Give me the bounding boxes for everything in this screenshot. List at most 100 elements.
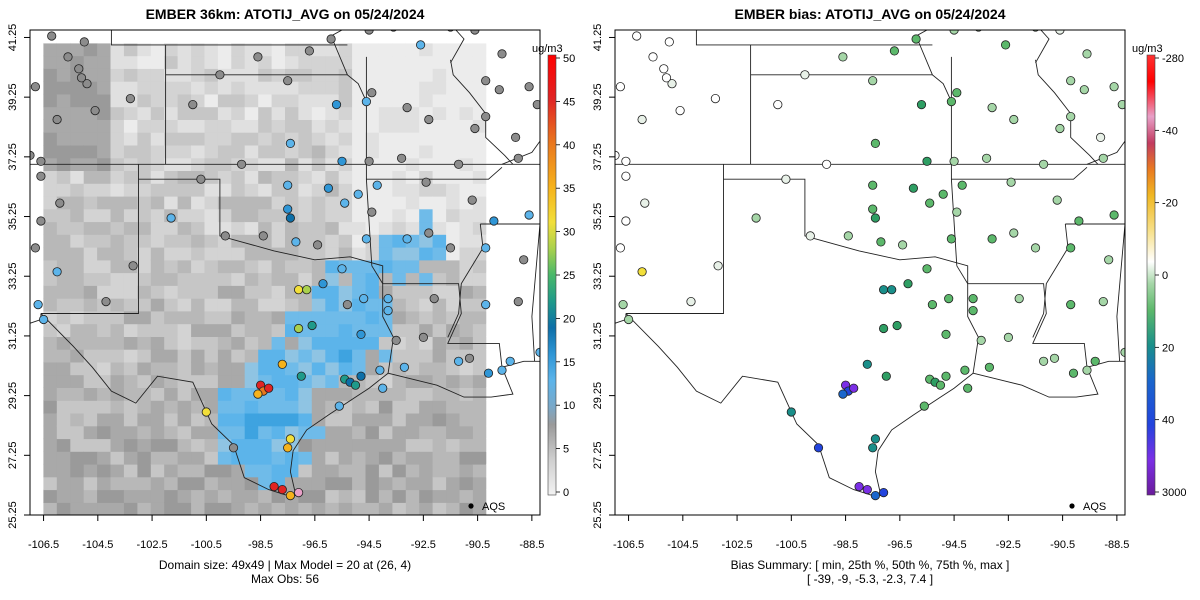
raster-cell <box>191 30 206 44</box>
raster-cell <box>43 81 58 95</box>
raster-cell <box>405 132 420 146</box>
station-marker <box>331 100 342 110</box>
raster-cell <box>352 451 367 465</box>
raster-cell <box>472 502 487 515</box>
raster-cell <box>244 208 259 223</box>
y-tick-label: 39.25 <box>7 83 19 111</box>
raster-cell <box>83 349 98 363</box>
raster-cell <box>325 119 340 133</box>
raster-cell <box>137 221 152 235</box>
raster-cell <box>43 400 58 414</box>
raster-cell <box>486 221 501 235</box>
station-marker <box>887 285 897 295</box>
raster-cell <box>258 259 273 274</box>
raster-cell <box>352 170 367 184</box>
station-marker <box>396 153 407 163</box>
raster-cell <box>231 323 246 337</box>
raster-cell <box>150 463 165 478</box>
raster-cell <box>43 221 58 235</box>
x-tick-label: -104.5 <box>667 539 698 551</box>
station-marker <box>467 195 477 205</box>
raster-cell <box>311 387 326 401</box>
raster-cell <box>472 183 487 197</box>
raster-cell <box>164 361 179 376</box>
colorbar-tick-label: 5 <box>563 444 569 456</box>
raster-cell <box>123 42 138 57</box>
raster-cell <box>204 183 219 197</box>
station-marker <box>293 323 304 334</box>
raster-cell <box>392 476 407 491</box>
raster-cell <box>83 272 98 286</box>
raster-cell <box>231 30 246 44</box>
station-marker <box>1055 123 1065 134</box>
raster-cell <box>97 323 112 337</box>
raster-cell <box>43 476 58 491</box>
raster-cell <box>164 349 179 363</box>
raster-cell <box>244 438 259 452</box>
raster-cell <box>472 221 487 235</box>
station-marker <box>350 380 361 390</box>
raster-cell <box>513 502 528 515</box>
raster-cell <box>110 144 125 159</box>
station-marker <box>497 365 507 375</box>
raster-cell <box>271 30 286 44</box>
raster-cell <box>123 425 138 440</box>
raster-cell <box>56 463 71 478</box>
raster-cell <box>392 195 407 210</box>
raster-cell <box>419 412 434 427</box>
raster-cell <box>97 400 112 414</box>
raster-cell <box>311 412 326 427</box>
raster-cell <box>150 106 165 120</box>
raster-cell <box>486 438 501 452</box>
raster-cell <box>325 144 340 159</box>
x-tick-label: -96.5 <box>887 539 912 551</box>
raster-cell <box>311 119 326 133</box>
raster-cell <box>285 400 299 414</box>
raster-cell <box>271 349 286 363</box>
raster-cell <box>177 30 192 44</box>
raster-cell <box>83 42 98 57</box>
raster-cell <box>244 183 259 197</box>
raster-cell <box>285 106 299 120</box>
raster-cell <box>513 93 528 108</box>
raster-cell <box>352 208 367 223</box>
raster-cell <box>446 93 461 108</box>
raster-cell <box>204 451 219 465</box>
raster-cell <box>97 144 112 159</box>
station-marker <box>615 150 620 160</box>
raster-cell <box>298 208 313 223</box>
raster-cell <box>513 119 528 133</box>
raster-cell <box>298 234 313 248</box>
raster-cell <box>499 336 514 350</box>
boundary-line <box>956 265 969 284</box>
raster-cell <box>217 451 232 465</box>
raster-cell <box>191 144 206 159</box>
raster-cell <box>513 81 528 95</box>
raster-cell <box>43 55 58 69</box>
raster-cell <box>486 170 501 184</box>
raster-cell <box>164 183 179 197</box>
raster-cell <box>177 221 192 235</box>
raster-cell <box>217 144 232 159</box>
left-plot-frame <box>29 29 541 516</box>
station-marker <box>532 100 540 110</box>
raster-cell <box>526 247 540 261</box>
raster-cell <box>123 106 138 120</box>
station-marker <box>356 371 366 381</box>
raster-cell <box>432 183 447 197</box>
raster-cell <box>271 208 286 223</box>
station-marker <box>868 180 878 190</box>
station-marker <box>1066 112 1076 122</box>
station-marker <box>908 183 919 193</box>
station-marker <box>166 213 176 223</box>
station-marker <box>318 279 328 289</box>
raster-cell <box>83 310 98 325</box>
raster-cell <box>97 42 112 57</box>
left-axes: -106.5 -104.5 -102.5 -100.5 -98.5 -96.5 -94.5-… <box>7 24 544 551</box>
raster-cell <box>191 336 206 350</box>
raster-cell <box>499 55 514 69</box>
raster-cell <box>486 55 501 69</box>
station-marker <box>510 132 521 142</box>
raster-cell <box>486 183 501 197</box>
station-marker <box>751 213 761 223</box>
